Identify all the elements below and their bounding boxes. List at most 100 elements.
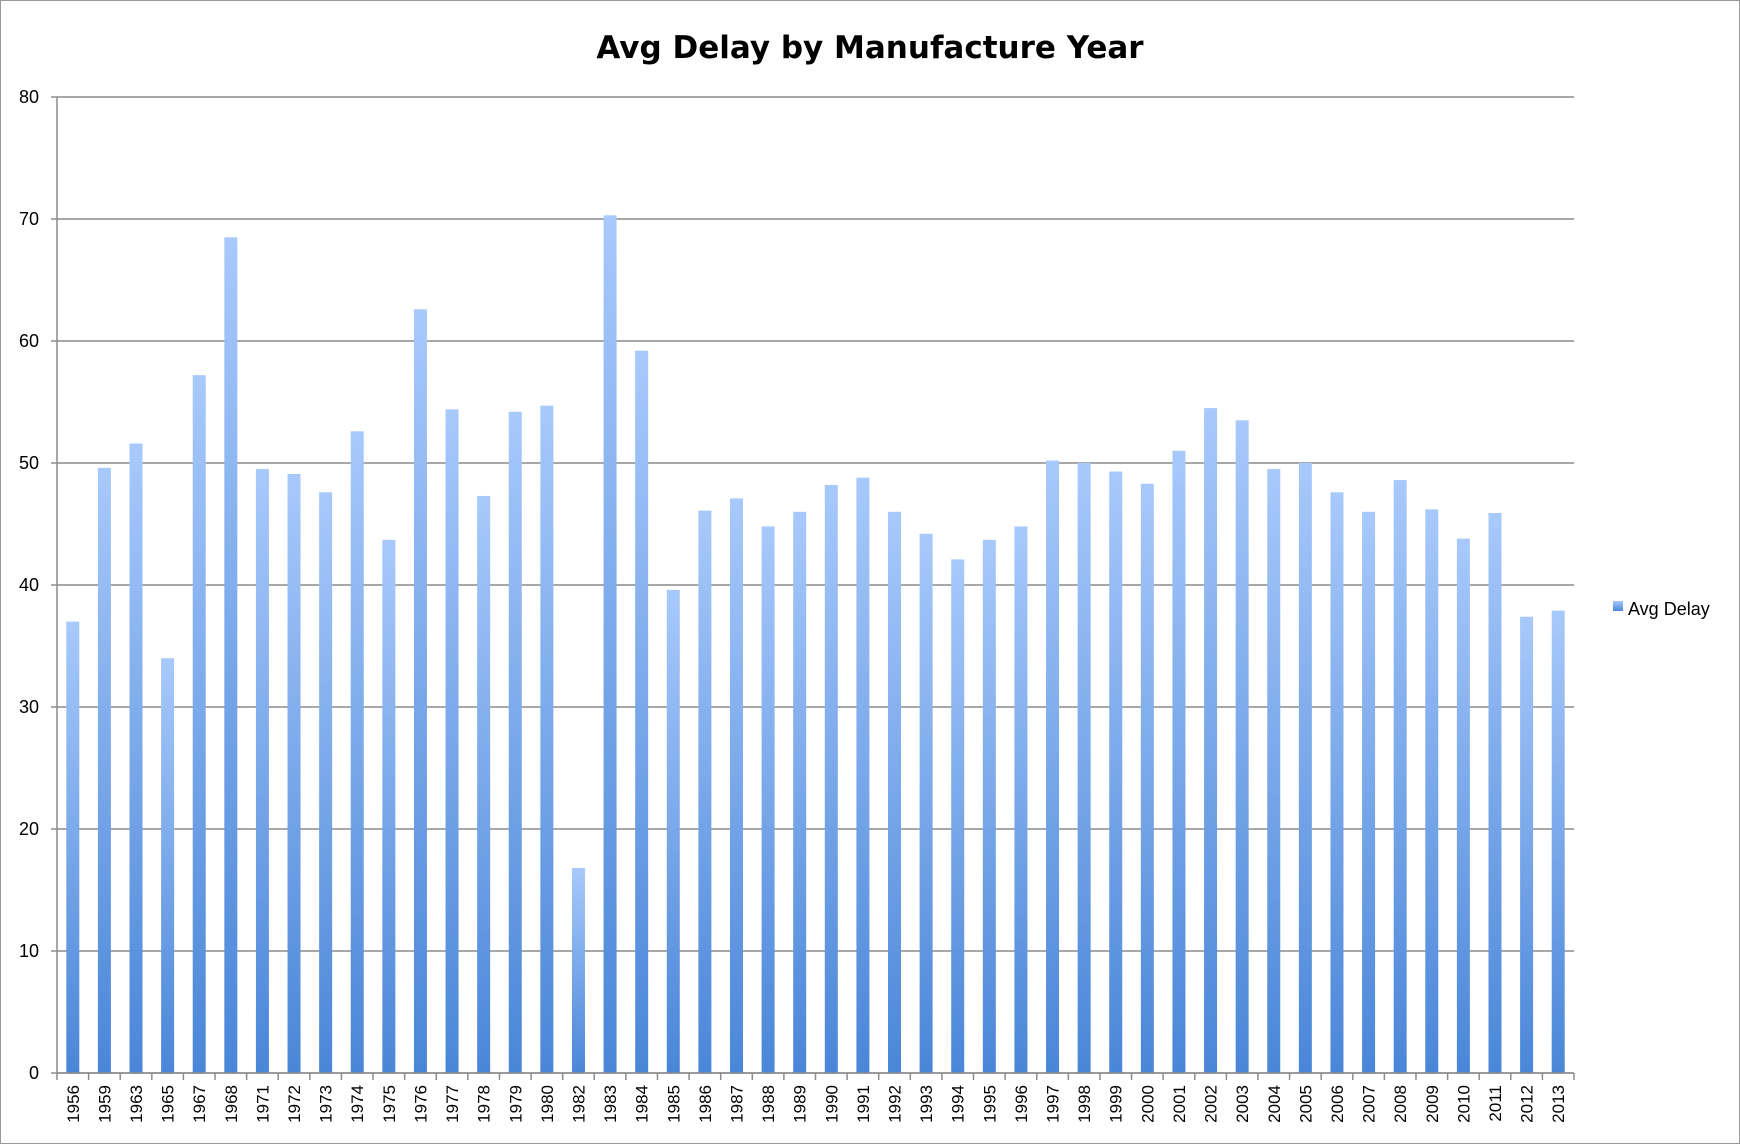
bar [761,526,775,1073]
x-tick-label: 1986 [696,1085,715,1123]
x-tick-label: 1976 [411,1085,430,1123]
bar [1393,480,1407,1074]
x-tick-label: 1959 [95,1085,114,1123]
x-axis-ticks: 1956 1959 1963 1965 1967 1968 1971 1972 1973 1974… [56,1073,1575,1123]
bar [1204,408,1218,1074]
bar [888,511,902,1073]
x-tick-label: 1995 [980,1085,999,1123]
bar [635,350,649,1073]
y-tick-label: 60 [19,331,39,351]
x-tick-label: 1988 [759,1085,778,1123]
bar [161,658,175,1073]
x-tick-label: 1965 [159,1085,178,1123]
legend-swatch [1613,601,1623,611]
x-tick-label: 1972 [285,1085,304,1123]
bar [192,375,206,1073]
bar [1551,610,1565,1073]
bar [66,621,80,1073]
x-tick-label: 2011 [1486,1085,1505,1122]
x-tick-label: 1985 [664,1085,683,1123]
bar [1362,511,1376,1073]
y-tick-label: 0 [29,1063,39,1083]
x-tick-label: 1991 [854,1085,873,1123]
bar [224,237,238,1074]
x-tick-label: 1963 [127,1085,146,1123]
x-tick-label: 1998 [1075,1085,1094,1123]
x-tick-label: 1987 [727,1085,746,1123]
x-tick-label: 2006 [1328,1085,1347,1123]
x-tick-label: 1996 [1012,1085,1031,1123]
x-tick-label: 1978 [475,1085,494,1123]
bar [951,559,965,1073]
x-tick-label: 1967 [190,1085,209,1123]
bar [1425,509,1439,1073]
bar [1014,526,1028,1073]
x-tick-label: 1977 [443,1085,462,1123]
x-tick-label: 1993 [917,1085,936,1123]
x-tick-label: 1983 [601,1085,620,1123]
x-tick-label: 1980 [538,1085,557,1123]
bar [1077,463,1091,1073]
bars [66,215,1565,1074]
bar [1172,450,1186,1073]
y-tick-label: 10 [19,941,39,961]
bar [350,431,364,1073]
y-tick-label: 30 [19,697,39,717]
bar [1046,460,1060,1073]
x-tick-label: 2003 [1233,1085,1252,1123]
x-tick-label: 1997 [1044,1085,1063,1123]
bar [1520,616,1534,1073]
bar [1109,471,1123,1073]
bar [824,484,838,1074]
x-tick-label: 2013 [1549,1085,1568,1123]
bar [413,309,427,1073]
x-tick-label: 1984 [633,1085,652,1123]
bar [1140,483,1154,1073]
bar [982,539,996,1073]
x-tick-label: 1974 [348,1085,367,1123]
bar [382,539,396,1073]
chart-title: Avg Delay by Manufacture Year [596,30,1144,66]
bar [508,411,522,1073]
x-tick-label: 2010 [1454,1085,1473,1123]
x-tick-label: 2001 [1170,1085,1189,1123]
y-axis-ticks: 0 10 20 30 40 50 60 70 80 [19,87,57,1083]
bar [255,469,269,1074]
x-tick-label: 1975 [380,1085,399,1123]
bar [1456,538,1470,1073]
x-tick-label: 1982 [569,1085,588,1123]
x-tick-label: 2008 [1391,1085,1410,1123]
y-tick-label: 70 [19,209,39,229]
bar [477,495,491,1073]
x-tick-label: 1999 [1107,1085,1126,1123]
bar [793,511,807,1073]
x-tick-label: 2005 [1296,1085,1315,1123]
x-tick-label: 1973 [317,1085,336,1123]
bar [97,467,111,1073]
bar [287,473,301,1074]
x-tick-label: 2004 [1265,1085,1284,1123]
bar [919,533,933,1073]
gridlines [57,96,1574,1074]
bar [1330,492,1344,1073]
x-tick-label: 1971 [253,1085,272,1123]
y-tick-label: 50 [19,453,39,473]
bar [666,589,680,1073]
bar [603,215,617,1074]
bar [540,405,554,1073]
y-tick-label: 80 [19,87,39,107]
x-tick-label: 1992 [886,1085,905,1123]
x-tick-label: 1956 [64,1085,83,1123]
x-tick-label: 1990 [822,1085,841,1123]
bar [445,409,459,1073]
x-tick-label: 2012 [1518,1085,1537,1123]
x-tick-label: 1994 [949,1085,968,1123]
bar [1267,469,1281,1074]
x-tick-label: 2000 [1138,1085,1157,1123]
bar [729,498,743,1073]
bar [129,443,143,1074]
x-tick-label: 1979 [506,1085,525,1123]
bar [571,868,585,1073]
